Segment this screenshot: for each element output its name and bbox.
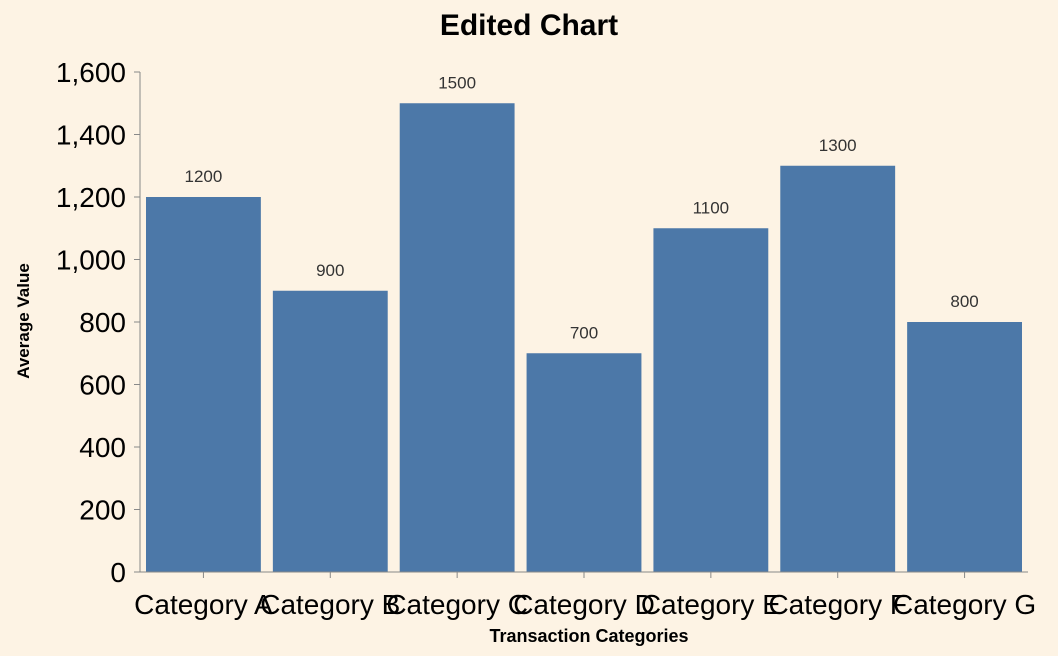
x-tick-label: Category D	[513, 589, 655, 620]
x-tick-label: Category A	[134, 589, 273, 620]
bar	[526, 353, 642, 572]
y-tick-label: 800	[79, 307, 126, 338]
x-tick-label: Category C	[386, 589, 528, 620]
y-axis-label: Average Value	[14, 263, 33, 379]
bar	[653, 228, 769, 572]
bar-value-label: 1200	[185, 167, 223, 186]
bar	[780, 165, 896, 572]
bar-value-label: 700	[570, 323, 598, 342]
y-tick-label: 600	[79, 370, 126, 401]
y-tick-label: 1,200	[56, 182, 126, 213]
bar	[907, 322, 1022, 572]
x-tick-label: Category G	[893, 589, 1036, 620]
x-tick-label: Category B	[260, 589, 400, 620]
bar-value-label: 900	[316, 261, 344, 280]
bar	[146, 197, 261, 572]
x-tick-label: Category E	[641, 589, 781, 620]
y-tick-label: 0	[110, 557, 126, 588]
x-tick-label: Category F	[768, 589, 907, 620]
y-ticks-layer: 0 200 400 600 800 1,000 1,200 1,400 1,600	[56, 57, 140, 588]
bar-value-label: 800	[950, 292, 978, 311]
chart-title: Edited Chart	[440, 9, 618, 42]
bar-value-label: 1300	[819, 136, 857, 155]
y-tick-label: 1,400	[56, 120, 126, 151]
y-tick-label: 1,600	[56, 57, 126, 88]
bar	[399, 103, 515, 572]
bar-labels-layer: 1200 900 1500 700 1100 1300 800	[185, 73, 979, 342]
y-tick-label: 200	[79, 495, 126, 526]
bar-value-label: 1500	[438, 73, 476, 92]
bar-value-label: 1100	[693, 198, 730, 217]
y-tick-label: 400	[79, 432, 126, 463]
bars-layer	[146, 103, 1022, 572]
y-tick-label: 1,000	[56, 245, 126, 276]
x-axis-label: Transaction Categories	[489, 626, 688, 646]
bar	[272, 290, 388, 572]
